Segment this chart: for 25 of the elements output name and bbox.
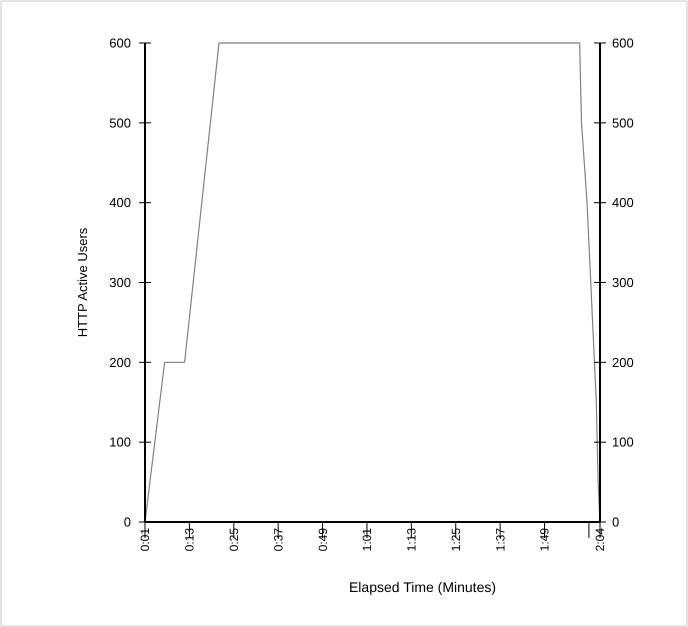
y-tick-label: 0 <box>124 514 131 530</box>
x-tick-label: 1:37 <box>493 528 508 552</box>
x-tick-label: 0:49 <box>316 528 330 552</box>
y-tick-label: 600 <box>109 36 131 51</box>
x-axis-title: Elapsed Time (Minutes) <box>348 579 496 595</box>
y2-tick-label: 100 <box>612 434 634 450</box>
y-axis-title: HTTP Active Users <box>75 227 90 338</box>
x-tick-label: 0:01 <box>138 528 152 552</box>
y2-tick-label: 400 <box>612 195 634 210</box>
x-tick-label: 0:37 <box>271 528 286 552</box>
y2-tick-label: 0 <box>612 514 620 530</box>
x-tick-label: 1:13 <box>404 528 419 552</box>
x-tick-label: 1:01 <box>360 528 374 552</box>
y-tick-label: 200 <box>109 354 131 370</box>
x-tick-label: 0:13 <box>182 528 197 552</box>
y-tick-label: 500 <box>109 115 131 130</box>
y2-tick-label: 300 <box>612 275 634 290</box>
y-tick-label: 400 <box>109 195 131 210</box>
y2-tick-label: 500 <box>612 115 634 130</box>
y-tick-label: 100 <box>109 434 131 450</box>
x-tick-label: 0:25 <box>226 528 241 552</box>
y-tick-label: 300 <box>109 275 131 290</box>
x-tick-label: 1:25 <box>448 528 463 552</box>
y2-tick-label: 600 <box>612 36 634 51</box>
y2-tick-label: 200 <box>612 354 634 370</box>
